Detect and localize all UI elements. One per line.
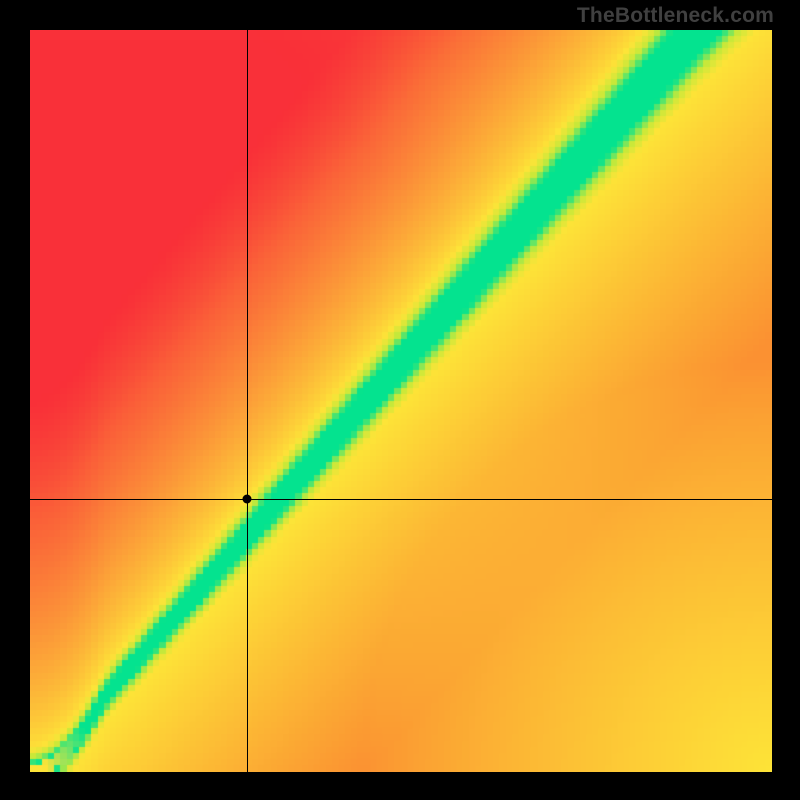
watermark-text: TheBottleneck.com	[577, 4, 774, 28]
crosshair-vertical	[247, 30, 248, 772]
heatmap-plot	[30, 30, 772, 772]
crosshair-horizontal	[30, 499, 772, 500]
crosshair-marker	[243, 494, 252, 503]
heatmap-canvas	[30, 30, 772, 772]
